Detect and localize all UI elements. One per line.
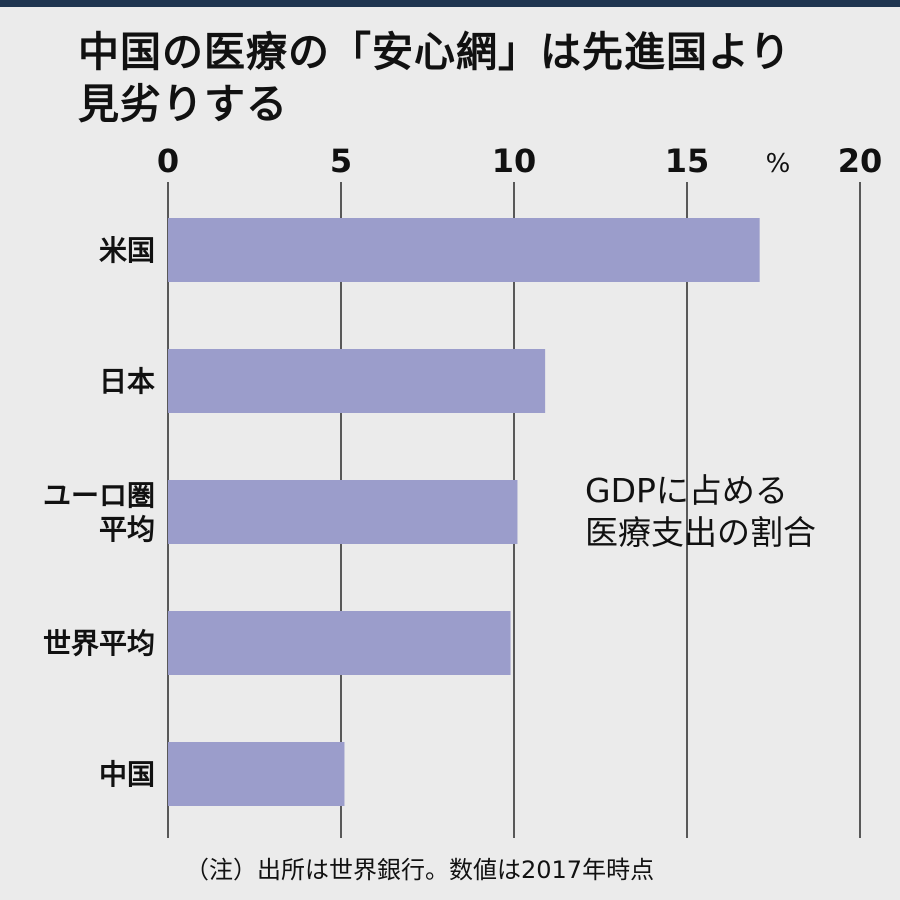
bar — [168, 611, 511, 675]
bar — [168, 742, 345, 806]
source-note: （注）出所は世界銀行。数値は2017年時点 — [185, 856, 654, 884]
x-tick-label: 0 — [157, 142, 179, 180]
title-line-1: 中国の医療の「安心網」は先進国より — [78, 28, 792, 76]
annotation-line: 医療支出の割合 — [585, 513, 816, 552]
chart-annotation: GDPに占める医療支出の割合 — [585, 471, 816, 552]
x-tick-label: 15 — [665, 142, 710, 180]
top-border — [0, 0, 900, 7]
bar — [168, 480, 518, 544]
chart-title: 中国の医療の「安心網」は先進国より 見劣りする — [78, 26, 878, 130]
bar — [168, 349, 546, 413]
unit-label: % — [766, 149, 791, 179]
bars — [168, 218, 760, 806]
category-label: ユーロ圏 — [43, 479, 155, 512]
category-label: 世界平均 — [43, 627, 155, 660]
category-label: 中国 — [99, 758, 155, 791]
title-line-2: 見劣りする — [78, 80, 288, 128]
category-label: 日本 — [99, 365, 155, 398]
x-tick-label: 5 — [330, 142, 352, 180]
category-label: 米国 — [99, 234, 155, 267]
category-label: 平均 — [99, 513, 155, 546]
x-tick-labels: 0 5 10 15 20 — [157, 142, 882, 180]
x-tick-label: 10 — [492, 142, 537, 180]
annotation-line: GDPに占める — [585, 471, 788, 510]
x-tick-label: 20 — [838, 142, 883, 180]
bar — [168, 218, 760, 282]
